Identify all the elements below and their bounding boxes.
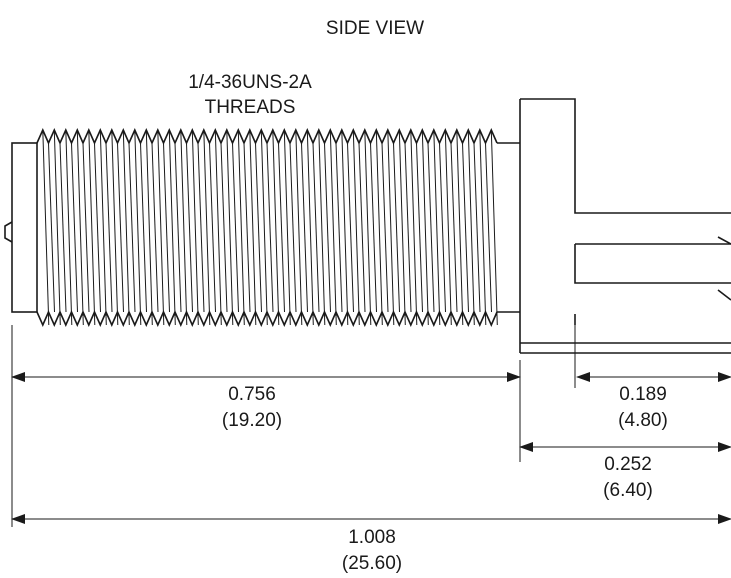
dimension-pin-length: 0.189 (4.80): [576, 372, 731, 431]
dim-threaded-length-mm: (19.20): [222, 410, 282, 431]
flange: [519, 98, 731, 354]
end-cap: [4, 142, 38, 313]
threaded-body: [36, 128, 520, 327]
thread-spec-line1: 1/4-36UNS-2A: [188, 72, 312, 93]
dim-pin-length-inch: 0.189: [619, 384, 667, 405]
dimension-threaded-length: 0.756 (19.20): [11, 372, 521, 431]
dim-pin-length-mm: (4.80): [618, 410, 668, 431]
dimension-overall-length: 1.008 (25.60): [11, 514, 731, 574]
thread-spec-line2: THREADS: [205, 97, 296, 118]
dim-flange-to-end-mm: (6.40): [603, 480, 653, 501]
dimension-flange-to-end: 0.252 (6.40): [519, 442, 731, 501]
extension-lines: [11, 325, 576, 527]
dim-threaded-length-inch: 0.756: [228, 384, 276, 405]
view-title: SIDE VIEW: [326, 18, 424, 39]
dim-flange-to-end-inch: 0.252: [604, 454, 652, 475]
dim-overall-length-mm: (25.60): [342, 553, 402, 574]
dim-overall-length-inch: 1.008: [348, 527, 396, 548]
